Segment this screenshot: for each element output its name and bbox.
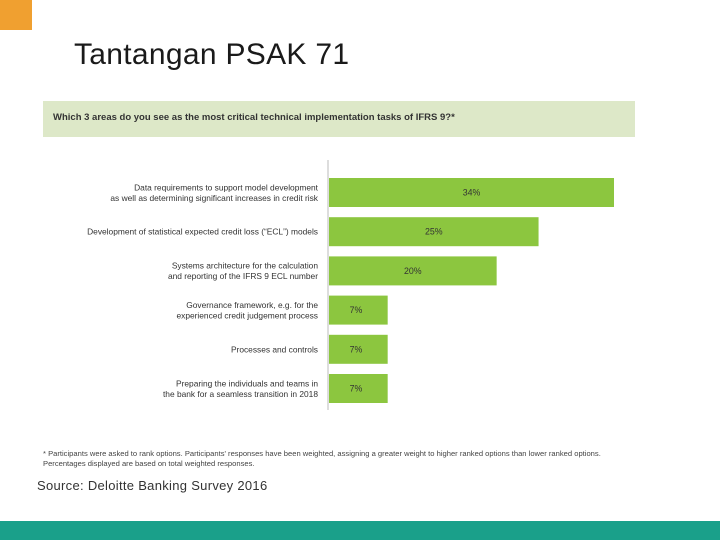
bar-chart: 34% Data requirements to support model de… [87, 160, 614, 410]
category-label: Governance framework, e.g. for the experi… [176, 300, 318, 321]
slide-title: Tantangan PSAK 71 [74, 38, 350, 71]
bar [329, 334, 388, 364]
bar [329, 295, 388, 325]
bar [329, 217, 539, 247]
source-citation: Source: Deloitte Banking Survey 2016 [37, 478, 268, 493]
corner-accent [0, 0, 32, 30]
category-label: Development of statistical expected cred… [87, 227, 318, 237]
bar-value-label: 7% [350, 344, 363, 354]
category-label: Preparing the individuals and teams in th… [163, 378, 318, 399]
category-label: Systems architecture for the calculation… [168, 261, 318, 282]
category-label: Processes and controls [231, 344, 318, 354]
bar-value-label: 7% [350, 305, 363, 315]
bar [329, 256, 497, 286]
chart-title: Which 3 areas do you see as the most cri… [53, 112, 455, 123]
bottom-bar [0, 521, 720, 540]
bar [329, 178, 614, 207]
chart-footnote: * Participants were asked to rank option… [43, 449, 601, 468]
bar-value-label: 25% [425, 227, 443, 237]
bar-value-label: 20% [404, 266, 422, 276]
chart-question-banner: Which 3 areas do you see as the most cri… [43, 101, 635, 137]
bar-value-label: 34% [463, 188, 481, 198]
bar [329, 374, 388, 403]
category-label: Data requirements to support model devel… [110, 182, 318, 203]
bar-value-label: 7% [350, 384, 363, 394]
